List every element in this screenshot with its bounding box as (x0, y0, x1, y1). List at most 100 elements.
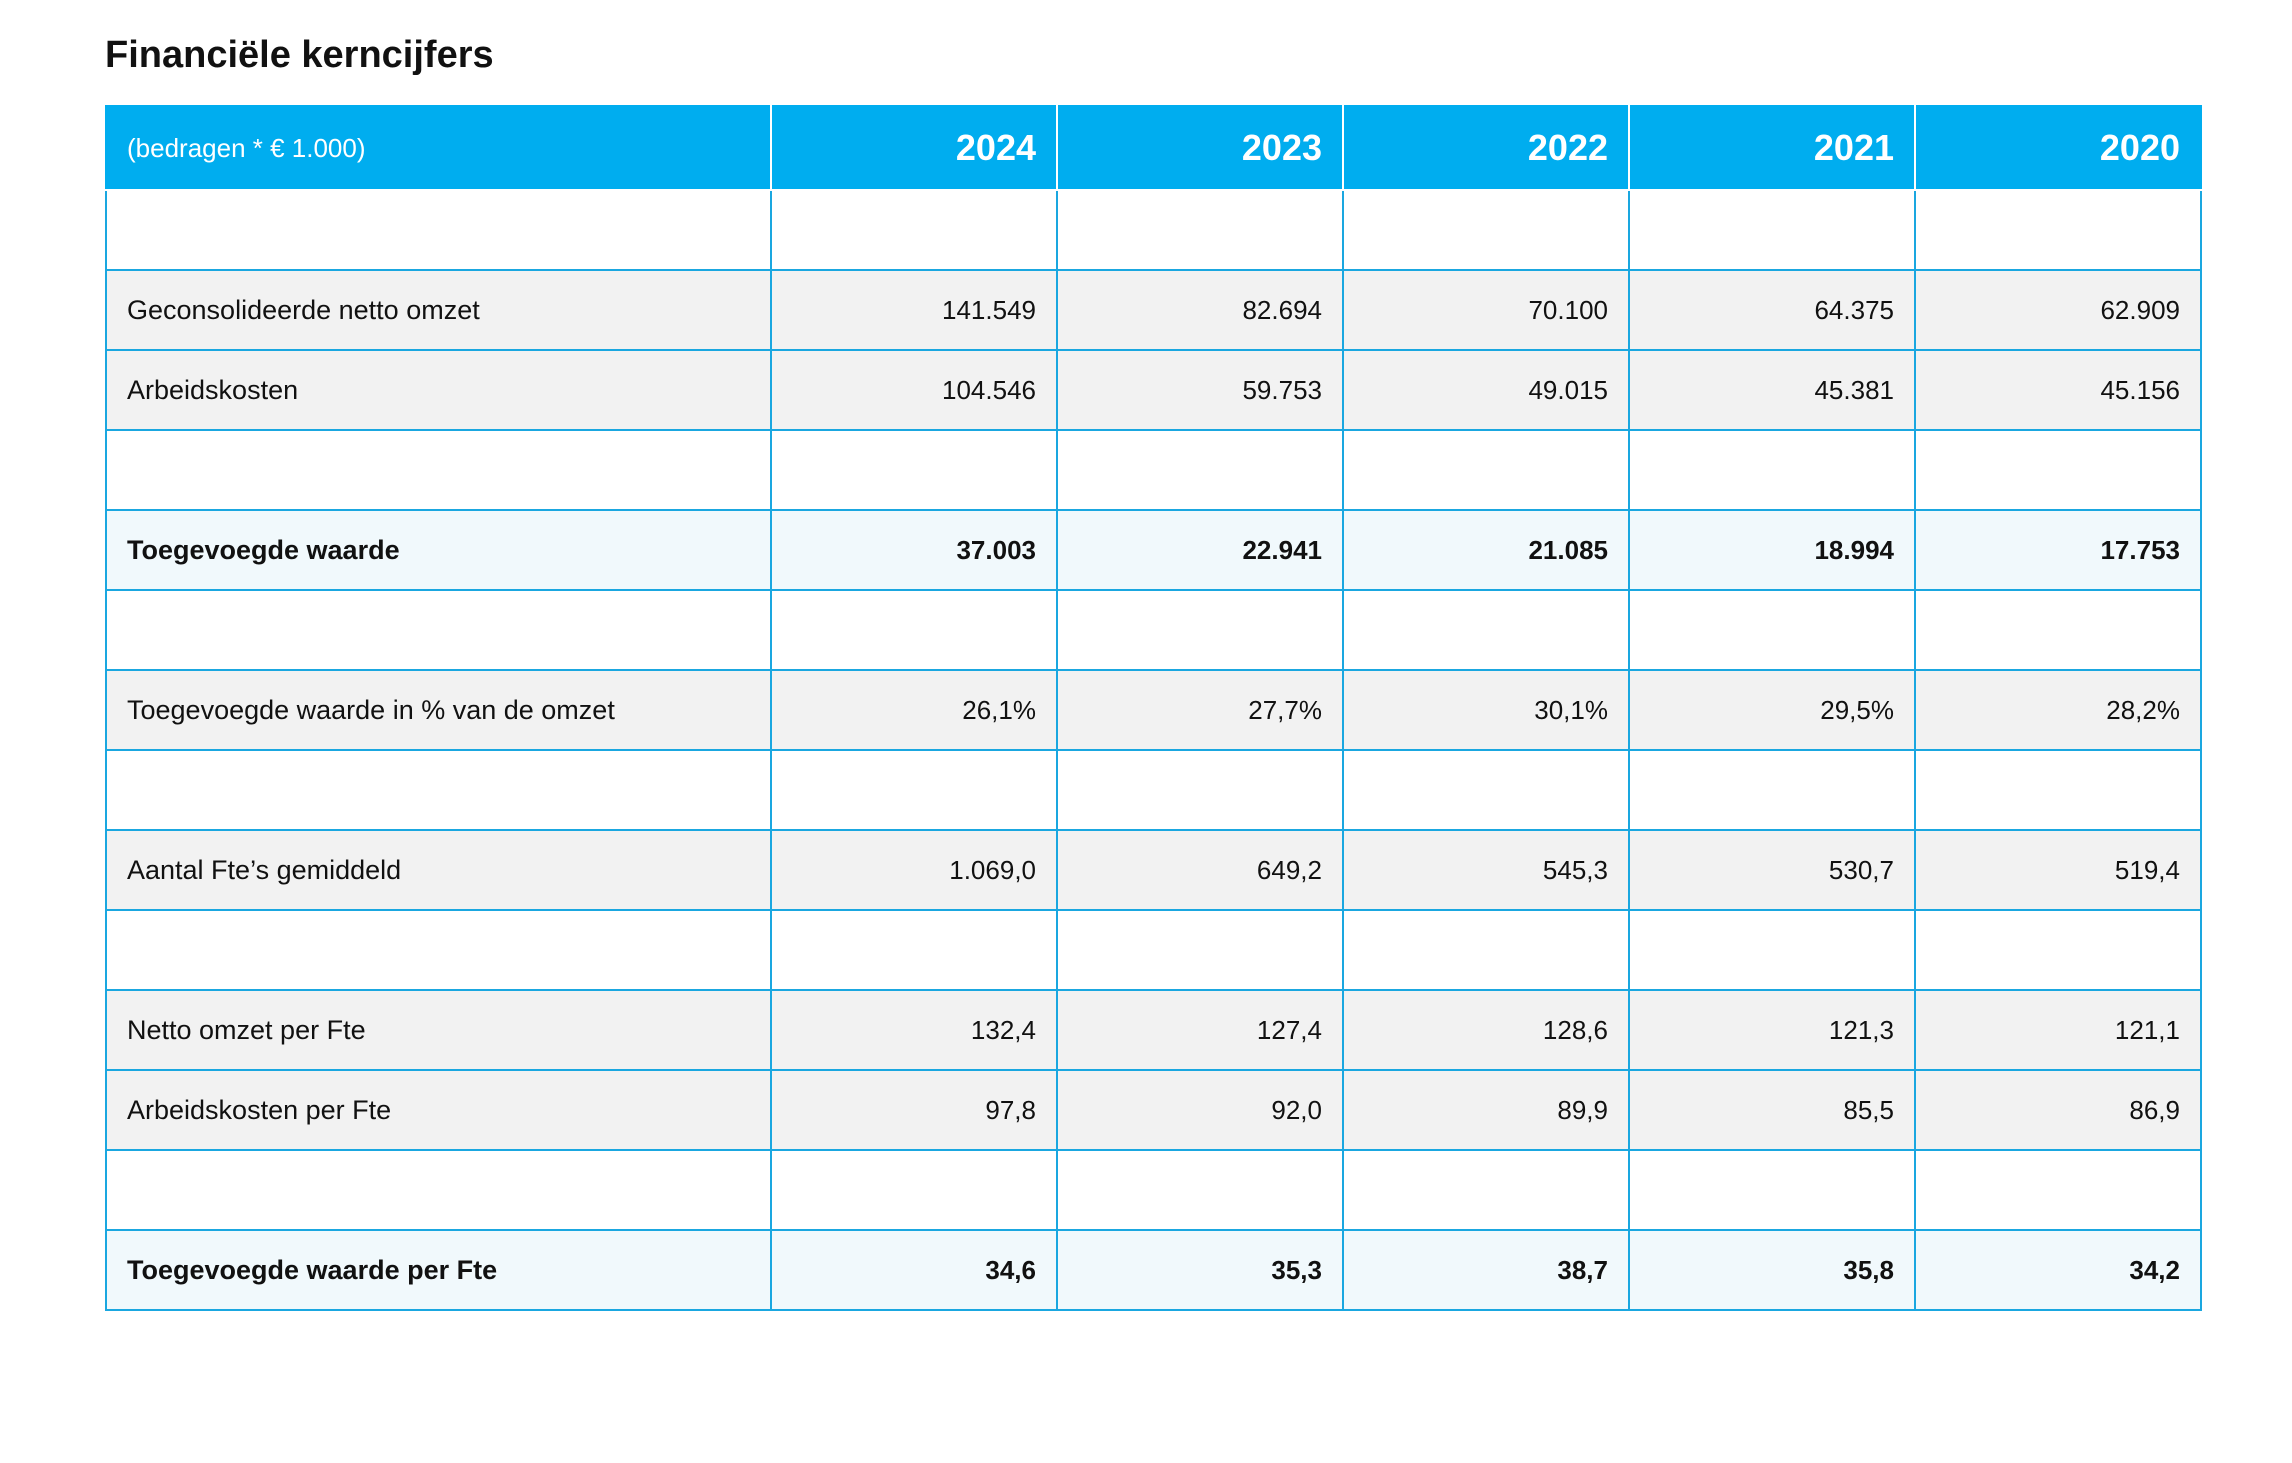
value-cell (1628, 189, 1916, 271)
value-cell (1342, 749, 1630, 831)
blank-row (105, 429, 2202, 511)
value-cell: 530,7 (1628, 829, 1916, 911)
value-cell: 26,1% (770, 669, 1058, 751)
value-cell: 89,9 (1342, 1069, 1630, 1151)
financial-table: (bedragen * € 1.000) 2024 2023 2022 2021… (105, 105, 2202, 1311)
value-cell (1342, 1149, 1630, 1231)
row-label: Toegevoegde waarde per Fte (105, 1229, 772, 1311)
value-cell (1056, 429, 1344, 511)
value-cell (1914, 429, 2202, 511)
value-cell (770, 749, 1058, 831)
row-label: Toegevoegde waarde (105, 509, 772, 591)
value-cell (1914, 909, 2202, 991)
unit-label: (bedragen * € 1.000) (105, 105, 772, 191)
total-row: Toegevoegde waarde per Fte 34,6 35,3 38,7 35… (105, 1229, 2202, 1311)
table-row: Geconsolideerde netto omzet 141.549 82.694… (105, 269, 2202, 351)
value-cell: 34,2 (1914, 1229, 2202, 1311)
value-cell: 121,3 (1628, 989, 1916, 1071)
blank-row (105, 189, 2202, 271)
value-cell: 519,4 (1914, 829, 2202, 911)
value-cell: 85,5 (1628, 1069, 1916, 1151)
row-label: Toegevoegde waarde in % van de omzet (105, 669, 772, 751)
value-cell: 37.003 (770, 509, 1058, 591)
table-row: Netto omzet per Fte 132,4 127,4 128,6 121,3 1… (105, 989, 2202, 1071)
value-cell: 1.069,0 (770, 829, 1058, 911)
row-label (105, 589, 772, 671)
value-cell: 132,4 (770, 989, 1058, 1071)
value-cell: 35,3 (1056, 1229, 1344, 1311)
value-cell: 30,1% (1342, 669, 1630, 751)
value-cell (1914, 1149, 2202, 1231)
value-cell (1914, 589, 2202, 671)
total-row: Toegevoegde waarde 37.003 22.941 21.085 18.9… (105, 509, 2202, 591)
value-cell (1628, 909, 1916, 991)
value-cell (1628, 589, 1916, 671)
value-cell: 59.753 (1056, 349, 1344, 431)
row-label (105, 749, 772, 831)
table-body: Geconsolideerde netto omzet 141.549 82.694… (105, 189, 2202, 1311)
blank-row (105, 749, 2202, 831)
value-cell (770, 589, 1058, 671)
value-cell (1056, 1149, 1344, 1231)
row-label: Aantal Fte’s gemiddeld (105, 829, 772, 911)
value-cell: 70.100 (1342, 269, 1630, 351)
value-cell: 92,0 (1056, 1069, 1344, 1151)
value-cell: 127,4 (1056, 989, 1344, 1071)
table-row: Arbeidskosten 104.546 59.753 49.015 45.381 45… (105, 349, 2202, 431)
value-cell: 82.694 (1056, 269, 1344, 351)
value-cell (770, 429, 1058, 511)
row-label: Geconsolideerde netto omzet (105, 269, 772, 351)
value-cell (1056, 749, 1344, 831)
blank-row (105, 589, 2202, 671)
table-header-row: (bedragen * € 1.000) 2024 2023 2022 2021… (105, 105, 2202, 191)
row-label (105, 909, 772, 991)
value-cell (1342, 909, 1630, 991)
row-label (105, 189, 772, 271)
value-cell (1628, 1149, 1916, 1231)
row-label (105, 1149, 772, 1231)
page-title: Financiële kerncijfers (105, 34, 494, 76)
row-label: Arbeidskosten (105, 349, 772, 431)
value-cell (1342, 189, 1630, 271)
value-cell: 45.156 (1914, 349, 2202, 431)
value-cell: 22.941 (1056, 509, 1344, 591)
value-cell (1056, 589, 1344, 671)
table-row: Arbeidskosten per Fte 97,8 92,0 89,9 85,5 86,… (105, 1069, 2202, 1151)
value-cell: 64.375 (1628, 269, 1916, 351)
value-cell: 18.994 (1628, 509, 1916, 591)
value-cell: 35,8 (1628, 1229, 1916, 1311)
value-cell: 27,7% (1056, 669, 1344, 751)
value-cell (770, 909, 1058, 991)
year-header: 2023 (1056, 105, 1344, 191)
value-cell: 49.015 (1342, 349, 1630, 431)
table-row: Aantal Fte’s gemiddeld 1.069,0 649,2 545,3 5… (105, 829, 2202, 911)
value-cell: 38,7 (1342, 1229, 1630, 1311)
value-cell: 104.546 (770, 349, 1058, 431)
blank-row (105, 909, 2202, 991)
value-cell: 17.753 (1914, 509, 2202, 591)
value-cell (1342, 589, 1630, 671)
value-cell: 62.909 (1914, 269, 2202, 351)
year-header: 2022 (1342, 105, 1630, 191)
year-header: 2020 (1914, 105, 2202, 191)
value-cell (1628, 429, 1916, 511)
row-label (105, 429, 772, 511)
row-label: Netto omzet per Fte (105, 989, 772, 1071)
value-cell: 545,3 (1342, 829, 1630, 911)
value-cell: 649,2 (1056, 829, 1344, 911)
value-cell (1056, 909, 1344, 991)
value-cell (770, 1149, 1058, 1231)
value-cell: 141.549 (770, 269, 1058, 351)
value-cell (1914, 749, 2202, 831)
value-cell: 86,9 (1914, 1069, 2202, 1151)
year-header: 2024 (770, 105, 1058, 191)
value-cell: 128,6 (1342, 989, 1630, 1071)
table-row: Toegevoegde waarde in % van de omzet 26,1… (105, 669, 2202, 751)
row-label: Arbeidskosten per Fte (105, 1069, 772, 1151)
value-cell (1628, 749, 1916, 831)
value-cell (1342, 429, 1630, 511)
value-cell: 21.085 (1342, 509, 1630, 591)
value-cell (1914, 189, 2202, 271)
blank-row (105, 1149, 2202, 1231)
value-cell (1056, 189, 1344, 271)
